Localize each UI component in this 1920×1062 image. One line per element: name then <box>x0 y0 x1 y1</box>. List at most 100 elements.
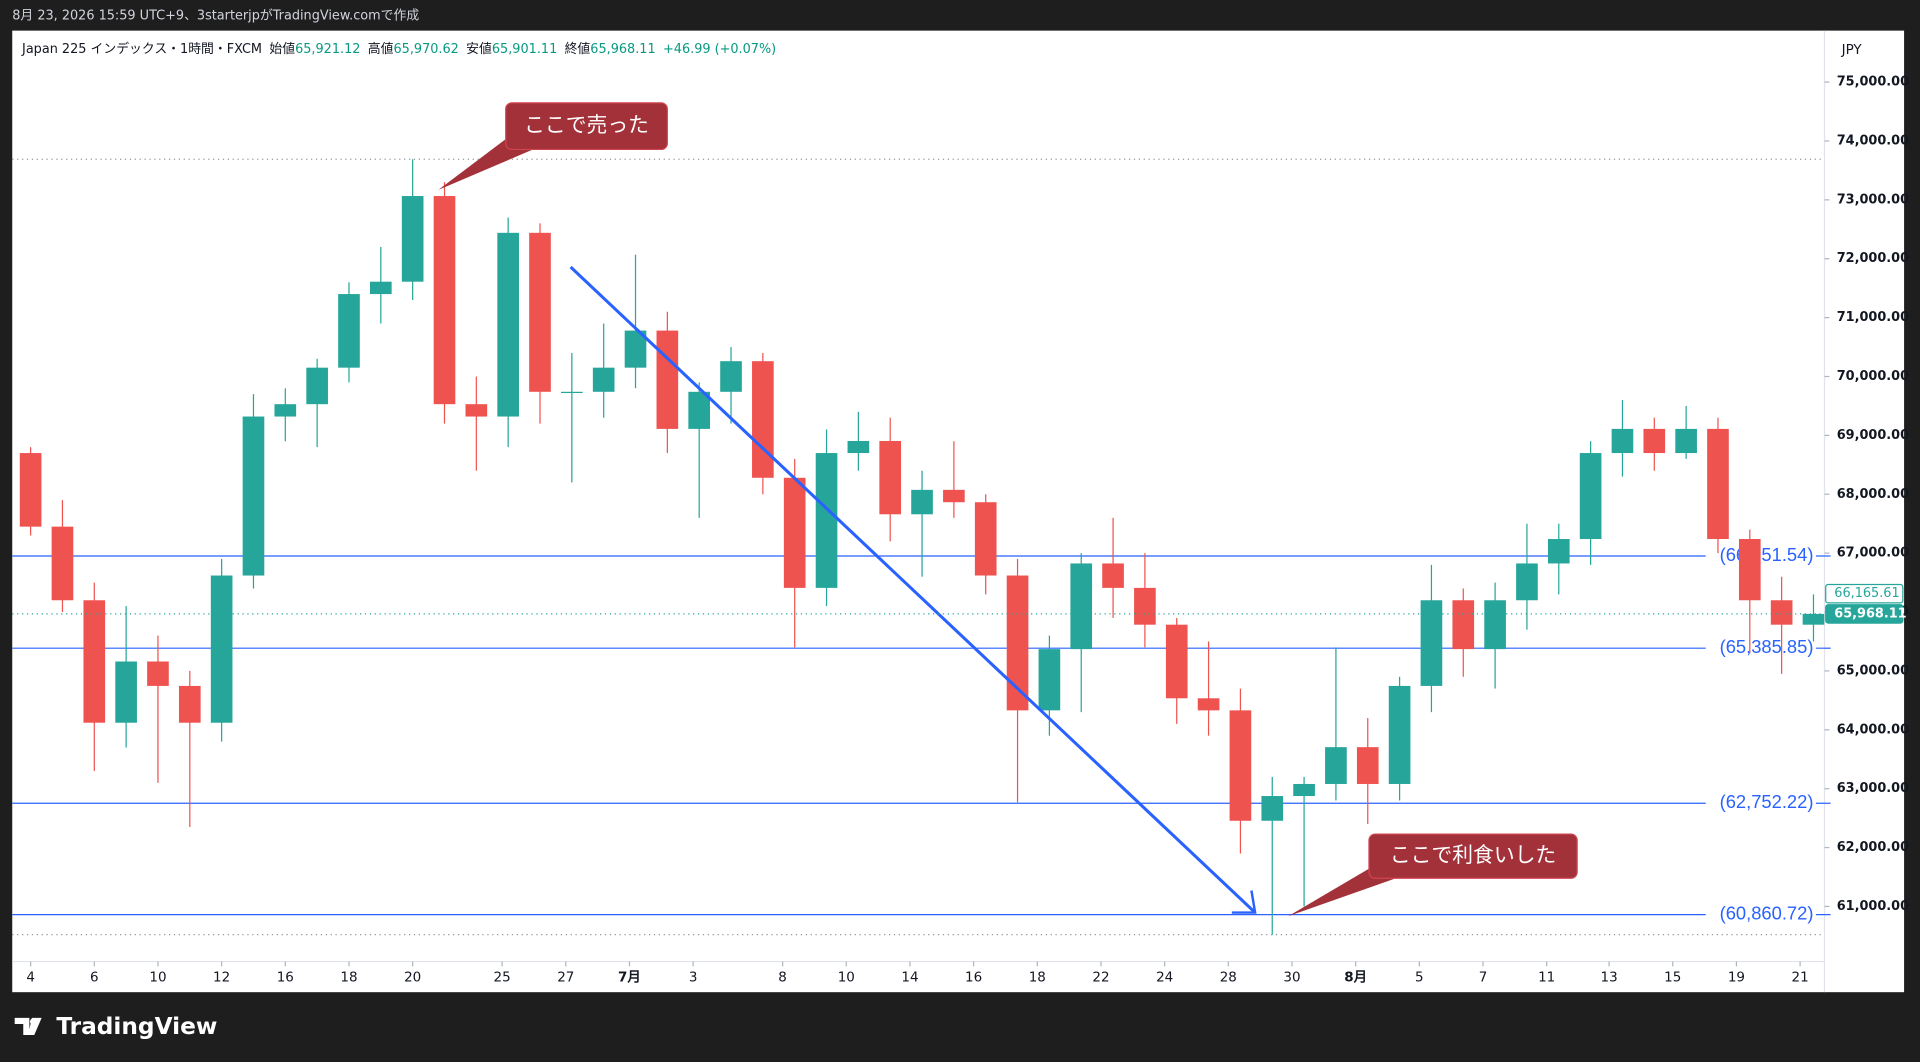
candle-body <box>1197 698 1220 711</box>
candle-body <box>210 575 233 723</box>
price-tag <box>1825 583 1904 604</box>
candle-body <box>1356 747 1379 784</box>
x-tick-label: 11 <box>1538 969 1555 985</box>
candle-body <box>592 367 615 392</box>
x-tick-label: 30 <box>1283 969 1300 985</box>
price-tag <box>1825 604 1904 624</box>
x-tick-label: 10 <box>838 969 855 985</box>
y-tick-label: 75,000.00 <box>1837 75 1909 90</box>
x-tick-label: 22 <box>1092 969 1109 985</box>
candle-body <box>1675 428 1697 454</box>
candle-body <box>1006 575 1029 711</box>
candle-body <box>147 661 169 686</box>
candle-body <box>815 453 838 588</box>
candle-body <box>1261 796 1284 821</box>
legend-value: 65,968.11 <box>590 41 655 56</box>
x-tick-label: 15 <box>1664 969 1681 985</box>
price-tag-label: 65,968.11 <box>1834 606 1906 621</box>
candle-body <box>656 330 679 429</box>
callout-sell: ここで売った <box>438 102 668 190</box>
x-tick-label: 3 <box>689 969 698 985</box>
candle-body <box>1134 587 1156 625</box>
price-tag-label: 66,165.61 <box>1834 586 1899 601</box>
x-tick-label: 8 <box>778 969 787 985</box>
candle-body <box>1770 600 1793 625</box>
y-tick-label: 72,000.00 <box>1837 251 1909 266</box>
candle-body <box>433 196 456 405</box>
y-tick-label: 64,000.00 <box>1837 722 1909 737</box>
candle-body <box>497 232 519 417</box>
legend-value: 65,901.11 <box>492 41 557 56</box>
callout-box <box>505 102 668 151</box>
x-tick-label: 16 <box>965 969 982 985</box>
candle-body <box>943 489 965 503</box>
x-tick-label: 24 <box>1156 969 1173 985</box>
symbol: Japan 225 インデックス・1時間・FXCM <box>21 40 262 56</box>
callout-text: ここで売った <box>524 113 649 137</box>
candle-body <box>1070 563 1093 650</box>
candle-body <box>274 404 297 417</box>
candle-body <box>51 526 74 601</box>
candle-body <box>306 367 328 405</box>
legend-label: 始値 <box>269 40 295 56</box>
candle-body <box>1802 613 1825 625</box>
candle-body <box>974 502 997 576</box>
callout-take-profit: ここで利食いした <box>1288 833 1578 917</box>
candle-body <box>1452 600 1475 650</box>
trend-arrow <box>569 265 1257 914</box>
candle-body <box>529 232 551 392</box>
candle-body <box>369 281 392 295</box>
x-tick-label: 25 <box>494 969 511 985</box>
y-tick-label: 63,000.00 <box>1837 781 1909 796</box>
callout-pointer <box>1288 867 1396 917</box>
legend-value: 65,970.62 <box>393 41 458 56</box>
candle-body <box>1102 563 1124 588</box>
y-tick-label: 69,000.00 <box>1837 428 1909 443</box>
x-tick-label: 4 <box>26 969 35 985</box>
candle-body <box>911 489 933 515</box>
candle-body <box>879 440 902 515</box>
legend-label: 高値 <box>368 40 394 56</box>
x-tick-label: 8月 <box>1344 969 1367 985</box>
level-label-bg <box>1705 903 1816 926</box>
candle-body <box>752 361 774 478</box>
callout-pointer <box>438 137 539 190</box>
level-label: (62,752.22) <box>1720 791 1814 812</box>
candle-body <box>338 294 360 368</box>
level-label-bg <box>1705 792 1816 815</box>
candle-body <box>1738 539 1761 601</box>
candle-body <box>178 685 201 723</box>
candle-body <box>1611 428 1634 454</box>
y-tick-label: 73,000.00 <box>1837 192 1909 207</box>
currency: JPY <box>1841 42 1863 58</box>
candle-body <box>115 661 137 723</box>
y-tick-label: 68,000.00 <box>1837 487 1909 502</box>
candle-body <box>401 196 424 282</box>
level-label: (66,951.54) <box>1720 544 1814 565</box>
candle-body <box>720 361 742 392</box>
level-label: (60,860.72) <box>1720 903 1814 924</box>
candle-body <box>242 416 265 576</box>
legend-change: +46.99 (+0.07%) <box>663 41 776 56</box>
candle-body <box>561 391 583 394</box>
candle-body <box>624 330 647 368</box>
x-tick-label: 16 <box>277 969 294 985</box>
x-tick-label: 14 <box>901 969 918 985</box>
y-tick-label: 74,000.00 <box>1837 133 1909 148</box>
x-tick-label: 13 <box>1601 969 1618 985</box>
footer-logo: TradingView <box>14 1013 217 1040</box>
candle-body <box>1579 453 1602 540</box>
x-tick-label: 6 <box>90 969 99 985</box>
candle-body <box>465 404 488 417</box>
candle-body <box>1038 649 1061 711</box>
level-label-bg <box>1705 544 1816 568</box>
y-tick-label: 62,000.00 <box>1837 840 1909 855</box>
logo-dot <box>30 1018 37 1025</box>
candle-body <box>847 440 870 454</box>
x-tick-label: 12 <box>213 969 230 985</box>
y-tick-label: 65,000.00 <box>1837 663 1909 678</box>
candle-body <box>1420 600 1443 686</box>
chart-panel <box>12 30 1905 993</box>
